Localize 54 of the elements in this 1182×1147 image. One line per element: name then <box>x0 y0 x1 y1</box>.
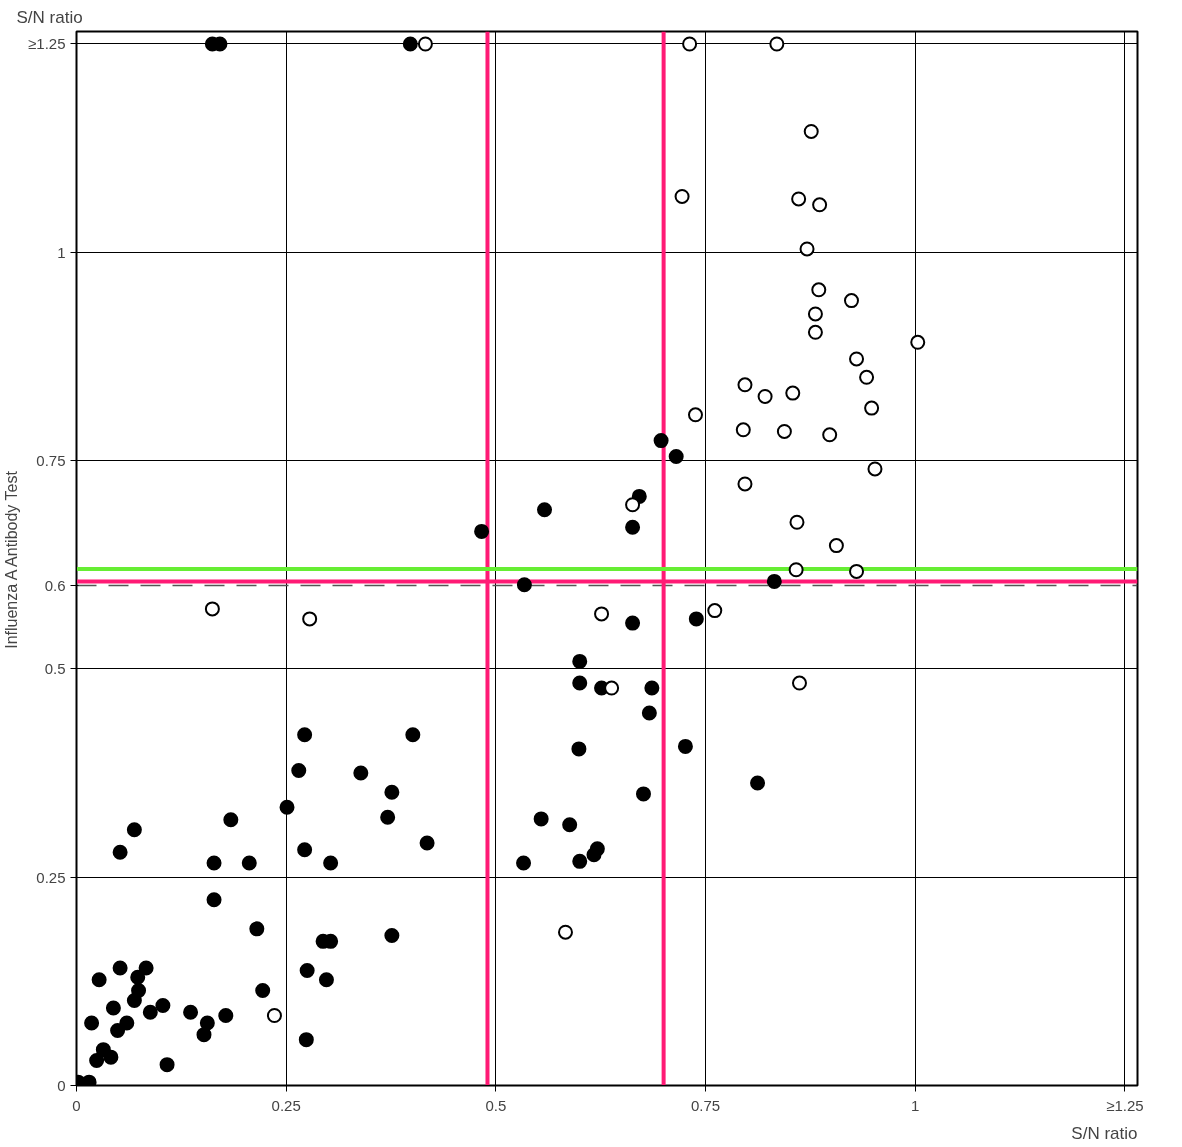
point <box>302 611 318 627</box>
point <box>735 422 751 438</box>
point <box>737 377 753 393</box>
point <box>859 369 875 385</box>
y-tick-label: ≥1.25 <box>28 35 66 53</box>
point <box>682 36 698 52</box>
point <box>604 680 620 696</box>
point <box>849 563 865 579</box>
point <box>757 388 773 404</box>
y-tick-label: 1 <box>57 243 66 261</box>
point <box>687 407 703 423</box>
point <box>625 497 641 513</box>
point <box>776 423 792 439</box>
x-tick-label: 0 <box>72 1096 81 1114</box>
point <box>557 924 573 940</box>
point <box>785 385 801 401</box>
point <box>864 400 880 416</box>
point <box>769 36 785 52</box>
point <box>843 293 859 309</box>
point <box>828 538 844 554</box>
text: S/N ratio <box>1071 1123 1138 1143</box>
point <box>204 601 220 617</box>
point <box>594 606 610 622</box>
x-tick-label: 0.75 <box>690 1096 721 1114</box>
y-tick-label: 0.5 <box>44 660 66 678</box>
y-axis-title: Influenza A Antibody Test <box>3 470 21 649</box>
y-tick-label: 0.75 <box>36 452 66 470</box>
point <box>849 351 865 367</box>
point <box>811 282 827 298</box>
point <box>910 334 926 350</box>
point <box>822 427 838 443</box>
point <box>707 603 723 619</box>
y-tick-label: 0.6 <box>44 577 66 595</box>
point <box>737 476 753 492</box>
point <box>266 1008 282 1023</box>
point <box>789 514 805 530</box>
point <box>807 324 823 340</box>
point <box>791 191 807 207</box>
y-tick-label: 0 <box>57 1077 66 1094</box>
point <box>417 36 433 52</box>
point <box>799 241 815 257</box>
x-tick-label: 1 <box>911 1096 920 1114</box>
x-tick-label: 0.25 <box>271 1096 301 1114</box>
point <box>674 188 690 204</box>
x-tick-label: ≥1.25 <box>1106 1096 1144 1114</box>
point <box>803 124 819 139</box>
text: S/N ratio <box>16 7 83 27</box>
point <box>867 461 883 477</box>
y-tick-label: 0.25 <box>36 868 66 886</box>
point <box>812 197 828 213</box>
point <box>807 306 823 322</box>
x-tick-label: 0.5 <box>485 1096 507 1114</box>
point <box>788 562 804 578</box>
point <box>791 675 807 691</box>
